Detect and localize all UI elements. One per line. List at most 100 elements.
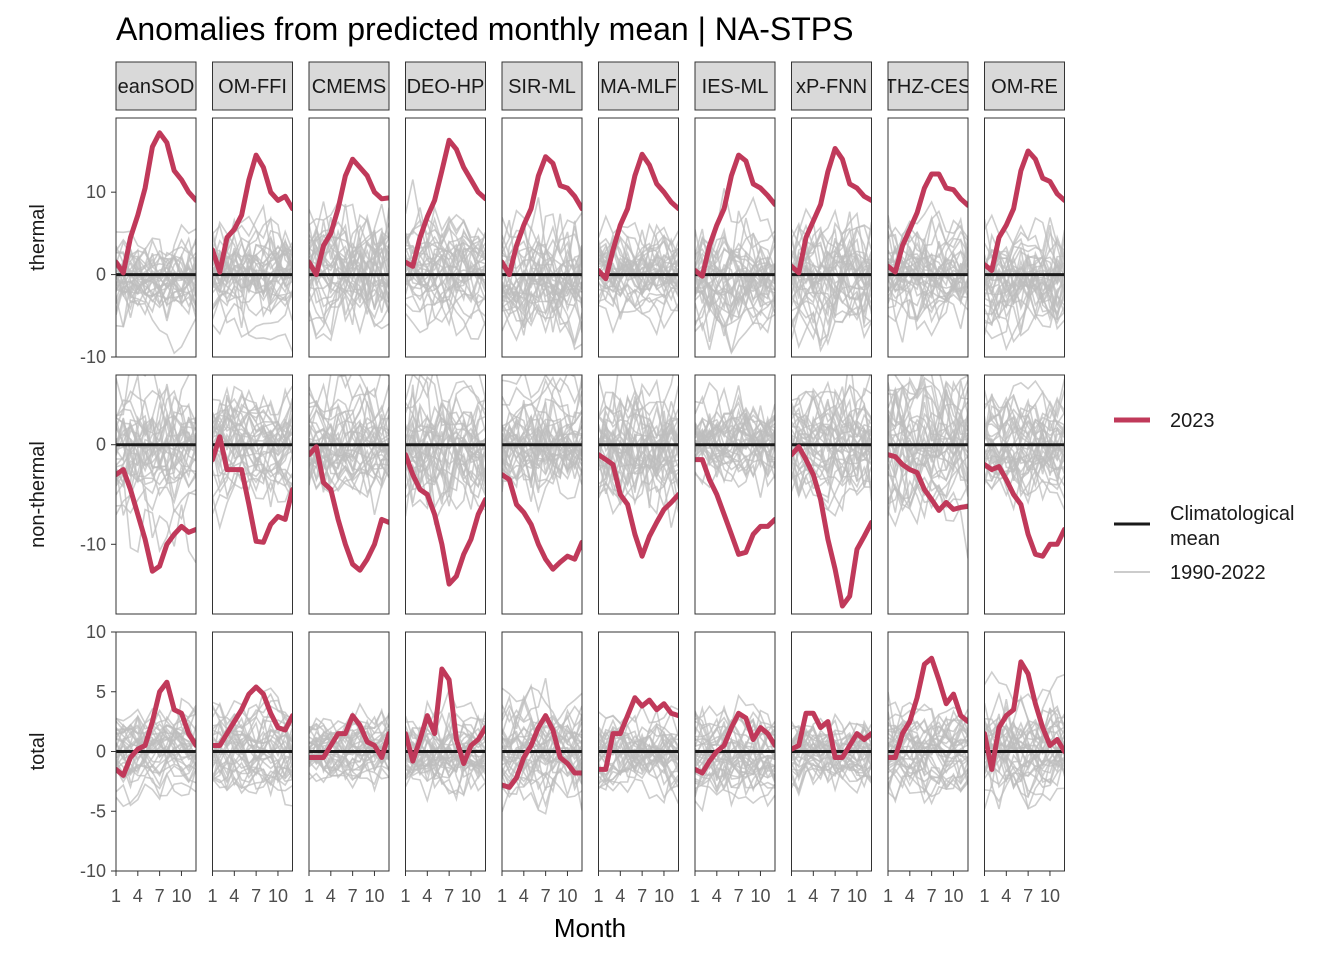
facet-strip-1 (115, 61, 197, 111)
y-tick-label: 5 (96, 682, 106, 702)
panel-border (791, 374, 872, 615)
x-tick-label: 7 (1023, 886, 1033, 906)
x-tick-label: 7 (155, 886, 165, 906)
history-line (212, 761, 293, 795)
history-line (405, 413, 486, 488)
y-tick-label: 10 (86, 622, 106, 642)
panel-total-7 (695, 693, 775, 813)
history-line (791, 750, 872, 783)
panel-border (984, 117, 1065, 358)
facet-strip-label-5: SIR-ML (508, 76, 576, 98)
history-line (502, 398, 582, 475)
history-line (984, 429, 1065, 473)
history-line (116, 728, 196, 776)
history-line (116, 411, 196, 472)
history-line (502, 401, 582, 488)
history-line (984, 229, 1065, 317)
series-2023-line (598, 151, 679, 282)
x-tick-label: 4 (422, 886, 432, 906)
history-line (309, 751, 389, 773)
history-line (405, 179, 486, 259)
y-tick-label: 10 (86, 182, 106, 202)
history-line (791, 278, 872, 342)
history-line (888, 291, 968, 324)
history-line (984, 771, 1065, 810)
history-line (791, 395, 872, 436)
panel-non_thermal-1 (116, 375, 196, 574)
history-line (309, 387, 389, 443)
history-line (791, 384, 872, 458)
x-tick-label: 4 (229, 886, 239, 906)
x-tick-label: 1 (111, 886, 121, 906)
history-line (888, 232, 968, 290)
history-line (502, 265, 582, 306)
panel-thermal-4 (405, 137, 486, 340)
x-tick-label: 7 (541, 886, 551, 906)
panel-border (791, 631, 872, 872)
history-line (502, 256, 582, 296)
panel-border (212, 117, 293, 358)
history-line (116, 278, 196, 328)
history-line (405, 767, 486, 804)
panel-non_thermal-3 (309, 375, 389, 573)
legend-label-climatological-line2: mean (1170, 528, 1220, 550)
panel-border (501, 631, 583, 872)
history-line (309, 437, 389, 473)
history-line (695, 712, 775, 750)
x-tick-label: 7 (637, 886, 647, 906)
panel-non_thermal-8 (791, 375, 872, 609)
series-2023-line (984, 148, 1065, 273)
x-tick-label: 10 (557, 886, 577, 906)
history-line (791, 223, 872, 286)
history-line (405, 218, 486, 263)
history-line (212, 244, 293, 301)
history-line (212, 231, 293, 286)
history-line (116, 272, 196, 316)
history-line (212, 217, 293, 268)
panel-border (308, 631, 390, 872)
x-tick-label: 10 (461, 886, 481, 906)
series-2023-line (984, 659, 1065, 772)
series-2023-line (888, 171, 968, 275)
history-line (212, 729, 293, 787)
history-line (116, 471, 196, 554)
history-line (405, 745, 486, 798)
history-line (309, 201, 389, 246)
history-line (888, 200, 968, 264)
series-2023-line (212, 684, 293, 748)
series-2023-line (695, 457, 775, 557)
history-line (984, 409, 1065, 472)
history-line (116, 223, 196, 282)
facet-strip-label-1: eanSOD (118, 76, 195, 98)
history-line (984, 414, 1065, 448)
history-line (984, 730, 1065, 790)
panel-non_thermal-4 (405, 375, 486, 587)
x-tick-label: 7 (830, 886, 840, 906)
x-tick-label: 7 (734, 886, 744, 906)
history-line (116, 271, 196, 304)
history-line (116, 768, 196, 807)
history-line (598, 385, 679, 509)
history-line (309, 203, 389, 271)
history-line (405, 260, 486, 309)
history-line (598, 750, 679, 777)
history-line (888, 763, 968, 806)
panel-border (115, 117, 197, 358)
y-tick-label: 0 (96, 742, 106, 762)
series-2023-line (791, 710, 872, 760)
history-line (212, 701, 293, 748)
panel-total-4 (405, 666, 486, 804)
history-line (984, 379, 1065, 426)
facet-strip-10 (984, 61, 1065, 111)
history-line (984, 670, 1065, 744)
series-2023-line (309, 444, 389, 573)
history-line (791, 375, 872, 420)
history-line (405, 247, 486, 290)
series-2023-line (116, 467, 196, 574)
facet-strip-9 (887, 61, 969, 111)
history-line (116, 420, 196, 486)
history-line (598, 450, 679, 506)
history-line (598, 391, 679, 470)
x-tick-label: 7 (251, 886, 261, 906)
history-line (116, 745, 196, 788)
